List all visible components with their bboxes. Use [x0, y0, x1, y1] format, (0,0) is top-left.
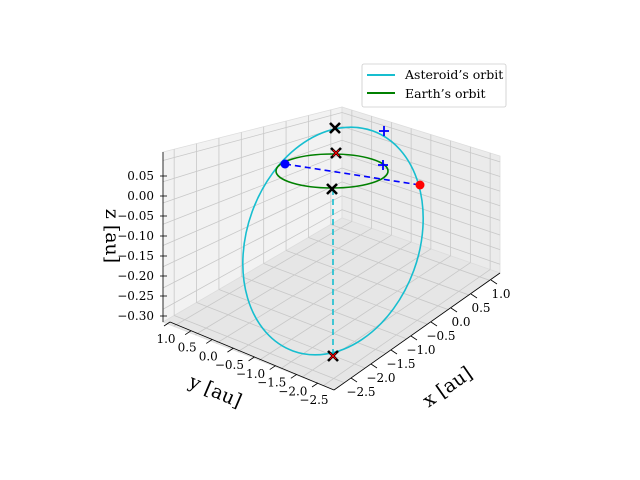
legend: Asteroid’s orbit Earth’s orbit — [361, 63, 507, 108]
x-tick — [350, 377, 358, 383]
x-tick — [450, 307, 458, 313]
y-tick — [290, 373, 298, 379]
x-tick — [430, 321, 438, 327]
y-tick-label: 0.5 — [178, 341, 197, 355]
y-tick-label: 1.0 — [156, 332, 175, 346]
y-tick-label: 0.0 — [199, 349, 218, 363]
gridline — [258, 248, 432, 361]
x-tick — [470, 293, 478, 299]
z-tick-label: 0.00 — [127, 189, 154, 203]
z-axis-label: z [au] — [101, 209, 123, 263]
gridline — [162, 126, 501, 183]
x-tick-label: 0.5 — [471, 301, 490, 315]
legend-label-earth: Earth’s orbit — [405, 86, 486, 101]
asteroid-orbit — [242, 126, 424, 356]
gridline — [162, 167, 501, 246]
y-tick-label: −0.5 — [215, 358, 244, 372]
y-axis-line — [169, 321, 335, 391]
x-tick-label: −2.0 — [366, 371, 395, 385]
z-tick-label: 0.05 — [127, 169, 154, 183]
marker-x — [326, 183, 338, 195]
x-tick — [410, 335, 418, 341]
y-tick — [184, 330, 192, 336]
x-tick-label: −0.5 — [426, 329, 455, 343]
gridline — [196, 302, 366, 369]
z-tick-label: −0.05 — [117, 209, 154, 223]
y-tick — [206, 339, 213, 344]
orbits — [242, 126, 424, 356]
gridline — [263, 263, 428, 325]
y-tick-label: −2.0 — [278, 384, 307, 398]
x-tick-label: 0.0 — [451, 315, 470, 329]
gridline — [162, 181, 501, 268]
gridline — [174, 315, 345, 384]
gridline — [194, 227, 372, 336]
x-tick-label: −1.0 — [406, 343, 435, 357]
x-tick-label: −1.5 — [386, 357, 415, 371]
line-of-nodes — [284, 163, 421, 186]
gridlines — [162, 109, 501, 387]
x-tick — [490, 279, 498, 285]
axes-panes — [162, 106, 501, 391]
z-tick-label: −0.30 — [117, 309, 154, 323]
gridline — [162, 195, 501, 289]
marker-circle — [415, 180, 425, 190]
y-tick — [311, 382, 319, 388]
x-tick — [370, 363, 378, 369]
markers — [280, 122, 425, 362]
gridline — [162, 112, 501, 163]
y-tick — [269, 365, 276, 370]
y-tick — [227, 347, 234, 353]
marker-circle — [280, 159, 290, 169]
z-tick-label: −0.10 — [117, 229, 154, 243]
x-axis-label: x [au] — [419, 362, 477, 412]
y-tick — [163, 321, 171, 327]
x-tick-label: 1.0 — [491, 287, 510, 301]
z-tick-label: −0.15 — [117, 249, 154, 263]
gridline — [308, 237, 470, 296]
marker-x — [329, 122, 341, 134]
gridline — [330, 224, 490, 281]
legend-box — [361, 63, 507, 108]
y-tick-label: −1.5 — [257, 376, 286, 390]
z-tick-label: −0.25 — [117, 289, 154, 303]
y-tick-label: −1.0 — [236, 367, 265, 381]
gridline — [241, 276, 407, 340]
marker-plus — [378, 160, 388, 170]
gridline — [323, 269, 491, 387]
legend-label-asteroid: Asteroid’s orbit — [404, 67, 503, 82]
gridline — [173, 221, 353, 327]
y-tick-label: −2.5 — [299, 393, 328, 407]
gridline — [162, 209, 501, 310]
tick-marks-and-labels: 0.050.00−0.05−0.10−0.15−0.20−0.25−0.301.… — [117, 169, 510, 407]
gridline — [280, 255, 451, 370]
marker-x — [330, 147, 342, 159]
y-tick — [248, 356, 255, 362]
gridline — [162, 139, 501, 204]
z-tick-label: −0.20 — [117, 269, 154, 283]
x-axis-line — [333, 272, 501, 391]
marker-x — [327, 350, 339, 362]
x-tick — [390, 349, 398, 355]
marker-plus — [379, 126, 389, 136]
gridline — [285, 250, 449, 310]
gridline — [216, 234, 392, 344]
x-tick-label: −2.5 — [346, 385, 375, 399]
axis-lines — [162, 152, 501, 391]
